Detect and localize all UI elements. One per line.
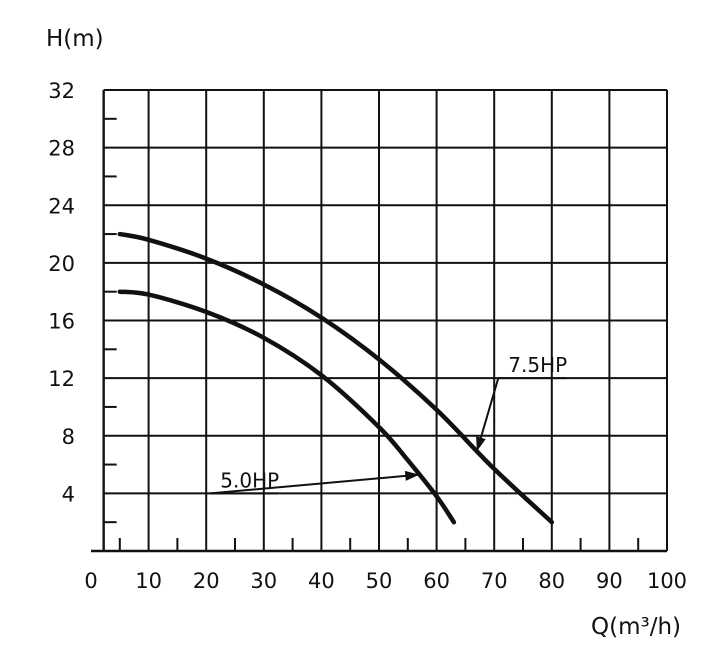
y-tick-label: 20 — [48, 252, 75, 276]
x-tick-label: 30 — [250, 569, 277, 593]
y-axis-title: H(m) — [46, 26, 104, 52]
x-axis-title: Q(m³/h) — [591, 614, 681, 640]
curve-label-7-5hp: 7.5HP — [508, 353, 567, 377]
y-tick-label: 8 — [62, 425, 75, 449]
leader-line — [210, 473, 420, 495]
y-tick-label: 24 — [48, 194, 75, 218]
chart-axes — [91, 90, 667, 553]
arrow-head — [476, 436, 486, 452]
x-tick-label: 0 — [84, 569, 97, 593]
chart-grid — [103, 89, 668, 551]
tick-labels: 0 10 20 30 40 50 60 70 80 90 100 4 8 12 16 20 24 28 32 — [48, 79, 687, 593]
y-tick-label: 28 — [48, 137, 75, 161]
x-tick-label: 10 — [135, 569, 162, 593]
curve-5-0hp — [117, 289, 457, 525]
y-tick-label: 16 — [48, 310, 75, 334]
curve-7-5hp — [117, 231, 555, 525]
y-tick-label: 4 — [62, 482, 75, 506]
x-tick-label: 100 — [647, 569, 687, 593]
x-tick-label: 50 — [366, 569, 393, 593]
y-tick-label: 12 — [48, 367, 75, 391]
x-tick-label: 90 — [596, 569, 623, 593]
x-tick-label: 70 — [481, 569, 508, 593]
arrow-head — [404, 470, 420, 481]
x-tick-label: 20 — [193, 569, 220, 593]
x-tick-label: 60 — [423, 569, 450, 593]
y-tick-label: 32 — [48, 79, 75, 103]
x-tick-label: 80 — [538, 569, 565, 593]
x-tick-label: 40 — [308, 569, 335, 593]
